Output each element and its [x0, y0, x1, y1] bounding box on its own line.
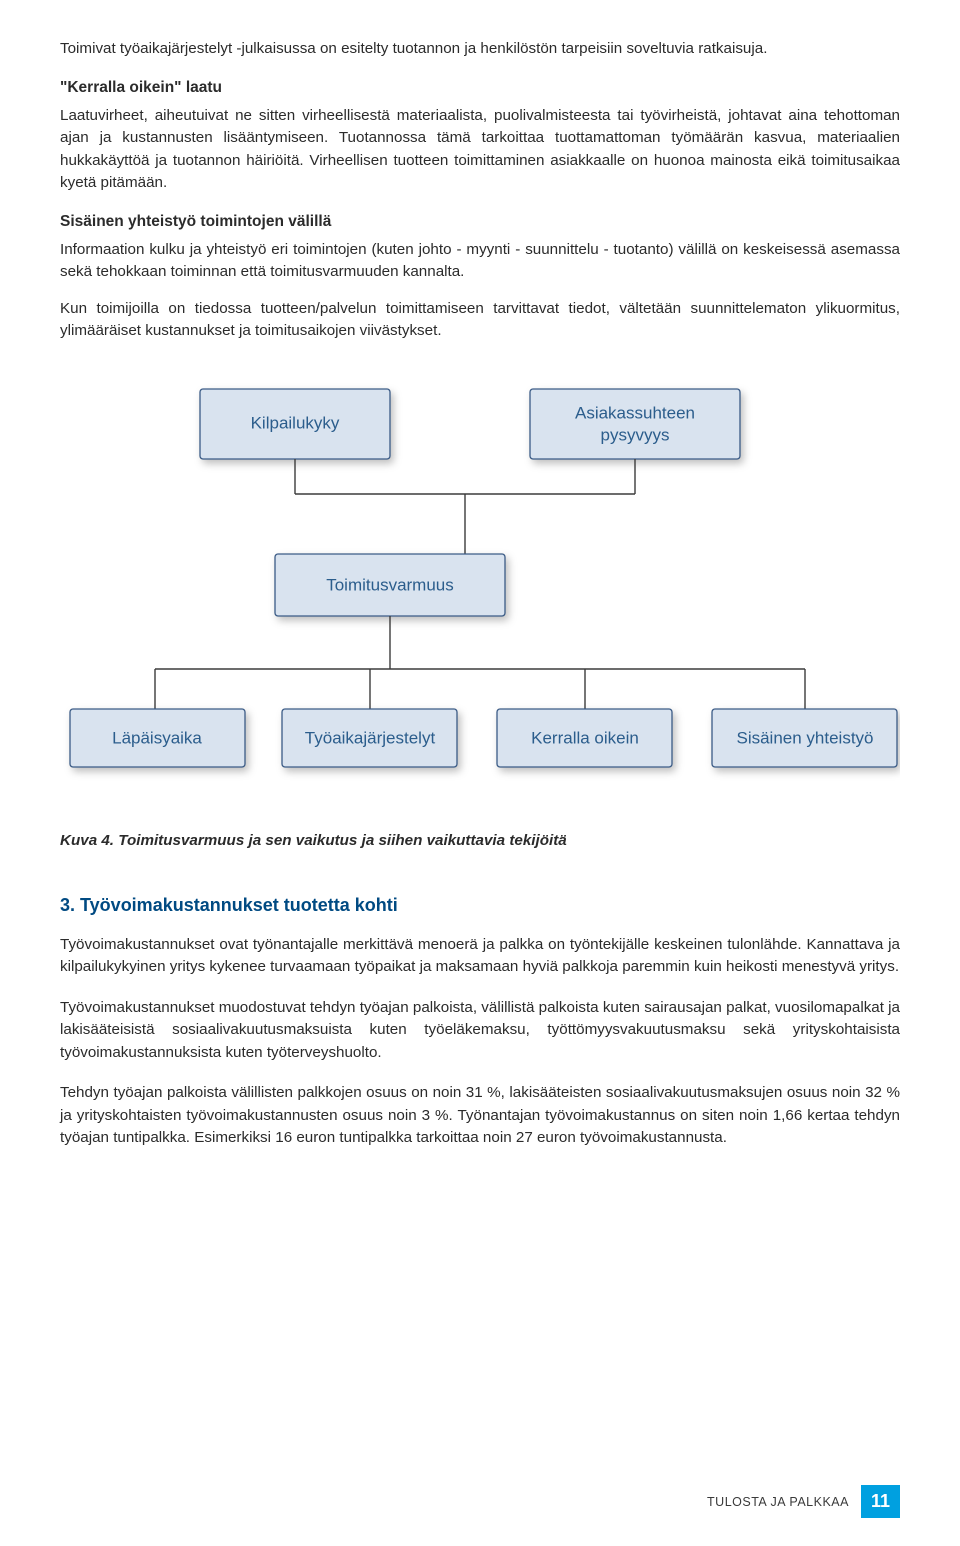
paragraph-3-1: Työvoimakustannukset ovat työnantajalle …: [60, 934, 900, 979]
node-tyoaika-label: Työaikajärjestelyt: [305, 728, 436, 747]
node-sisainen-label: Sisäinen yhteistyö: [736, 728, 873, 747]
paragraph-yhteistyo-2: Kun toimijoilla on tiedossa tuotteen/pal…: [60, 298, 900, 343]
node-lapaisyaika-label: Läpäisyaika: [112, 728, 202, 747]
node-kilpailukyky-label: Kilpailukyky: [251, 413, 340, 432]
node-asiakassuhde-label-1: Asiakassuhteen: [575, 403, 695, 422]
node-toimitusvarmuus-label: Toimitusvarmuus: [326, 575, 454, 594]
intro-paragraph: Toimivat työaikajärjestelyt -julkaisussa…: [60, 38, 900, 61]
paragraph-yhteistyo-1: Informaation kulku ja yhteistyö eri toim…: [60, 239, 900, 284]
node-asiakassuhde: [530, 389, 740, 459]
page-number-badge: 11: [861, 1485, 900, 1518]
section-3-title: 3. Työvoimakustannukset tuotetta kohti: [60, 895, 900, 916]
node-asiakassuhde-label-2: pysyvyys: [601, 425, 670, 444]
subheading-laatu: "Kerralla oikein" laatu: [60, 79, 900, 97]
page-footer: TULOSTA JA PALKKAA 11: [707, 1485, 900, 1518]
subheading-yhteistyo: Sisäinen yhteistyö toimintojen välillä: [60, 213, 900, 231]
node-kerralla-label: Kerralla oikein: [531, 728, 639, 747]
paragraph-3-2: Työvoimakustannukset muodostuvat tehdyn …: [60, 997, 900, 1065]
footer-text: TULOSTA JA PALKKAA: [707, 1495, 849, 1509]
paragraph-laatu: Laatuvirheet, aiheutuivat ne sitten virh…: [60, 105, 900, 195]
flowchart-toimitusvarmuus: Kilpailukyky Asiakassuhteen pysyvyys Toi…: [60, 379, 900, 804]
figure-caption: Kuva 4. Toimitusvarmuus ja sen vaikutus …: [60, 832, 900, 849]
paragraph-3-3: Tehdyn työajan palkoista välillisten pal…: [60, 1082, 900, 1150]
